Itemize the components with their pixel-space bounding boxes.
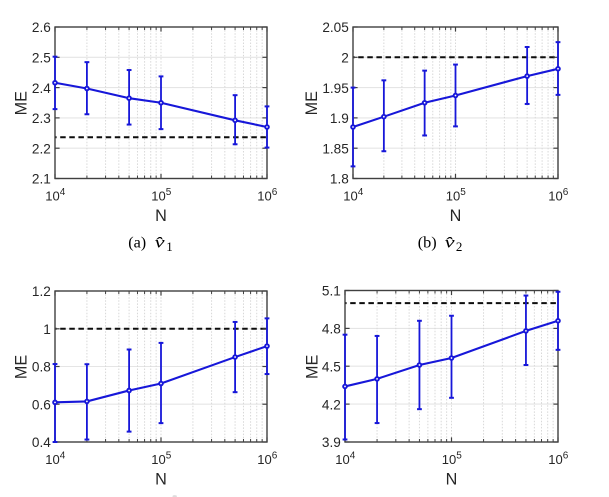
svg-text:ME: ME (304, 354, 322, 378)
svg-text:2.1: 2.1 (32, 172, 51, 187)
svg-text:3.9: 3.9 (322, 435, 341, 450)
svg-text:ME: ME (303, 91, 321, 115)
svg-text:4.8: 4.8 (322, 322, 341, 337)
svg-text:N: N (446, 470, 458, 488)
svg-text:N: N (155, 207, 167, 225)
svg-text:0.6: 0.6 (32, 397, 51, 412)
svg-text:1: 1 (43, 322, 51, 337)
svg-text:N: N (155, 470, 167, 488)
svg-text:v̂: v̂ (445, 234, 455, 251)
svg-text:2.05: 2.05 (322, 20, 348, 35)
svg-text:1.9: 1.9 (330, 111, 349, 126)
svg-text:2: 2 (341, 51, 349, 66)
svg-text:(b): (b) (418, 234, 437, 252)
svg-text:4.2: 4.2 (322, 397, 341, 412)
svg-text:N: N (450, 207, 462, 225)
svg-text:2.4: 2.4 (32, 81, 51, 96)
svg-text:5.1: 5.1 (322, 284, 341, 299)
svg-text:2.6: 2.6 (32, 20, 51, 35)
svg-text:0.4: 0.4 (32, 435, 51, 450)
svg-text:2: 2 (456, 239, 463, 254)
svg-text:1.8: 1.8 (330, 172, 349, 187)
svg-text:v̂: v̂ (155, 234, 165, 251)
svg-text:ME: ME (13, 91, 31, 115)
svg-text:2.5: 2.5 (32, 51, 51, 66)
svg-text:1.85: 1.85 (322, 141, 348, 156)
svg-text:0.8: 0.8 (32, 360, 51, 375)
svg-text:1.2: 1.2 (32, 284, 51, 299)
svg-text:2.2: 2.2 (32, 141, 51, 156)
svg-text:1.95: 1.95 (322, 81, 348, 96)
svg-text:ME: ME (13, 355, 31, 379)
svg-text:2.3: 2.3 (32, 111, 51, 126)
svg-text:1: 1 (166, 239, 173, 254)
svg-text:4.5: 4.5 (322, 359, 341, 374)
svg-text:(a): (a) (128, 234, 146, 252)
